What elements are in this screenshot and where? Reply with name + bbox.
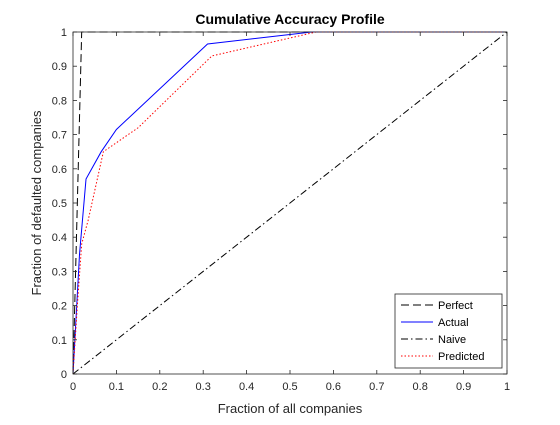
x-tick-label: 0.1 (109, 381, 124, 393)
x-tick-label: 0.9 (456, 381, 471, 393)
x-tick-label: 0.8 (413, 381, 428, 393)
y-tick-label: 0.8 (52, 95, 67, 107)
series-line-predicted (72, 31, 507, 375)
y-axis-title: Fraction of defaulted companies (29, 110, 44, 295)
x-tick-label: 0.4 (239, 381, 254, 393)
x-tick-label: 0.6 (326, 381, 341, 393)
x-tick-label: 0.7 (369, 381, 384, 393)
axes-layer: 0 0.1 0.2 0.3 0.4 0.5 0.6 0.7 0.8 0.9 1 0 0.1 0.2 0.3 0… (52, 27, 510, 393)
x-tick-label: 0.2 (152, 381, 167, 393)
legend-label-actual: Actual (438, 317, 469, 329)
x-tick-label: 0 (70, 381, 76, 393)
legend-label-naive: Naive (438, 334, 466, 346)
y-tick-label: 0.9 (52, 61, 67, 73)
x-tick-label: 1 (504, 381, 510, 393)
series-line-actual (72, 31, 507, 375)
y-tick-label: 0.4 (52, 232, 67, 244)
y-tick-label: 0 (61, 369, 67, 381)
y-tick-label: 0.7 (52, 130, 67, 142)
x-tick-label: 0.5 (282, 381, 297, 393)
y-tick-label: 0.1 (52, 335, 67, 347)
x-tick-label: 0.3 (196, 381, 211, 393)
legend: Perfect Actual Naive Predicted (394, 293, 503, 369)
legend-label-perfect: Perfect (438, 300, 473, 312)
chart-title: Cumulative Accuracy Profile (195, 11, 385, 27)
x-axis-title: Fraction of all companies (218, 401, 363, 416)
y-tick-label: 0.3 (52, 266, 67, 278)
y-tick-label: 0.5 (52, 198, 67, 210)
y-tick-label: 1 (61, 27, 67, 39)
legend-label-predicted: Predicted (438, 351, 484, 363)
y-tick-label: 0.2 (52, 301, 67, 313)
series-line-naive (72, 31, 508, 375)
y-tick-label: 0.6 (52, 164, 67, 176)
